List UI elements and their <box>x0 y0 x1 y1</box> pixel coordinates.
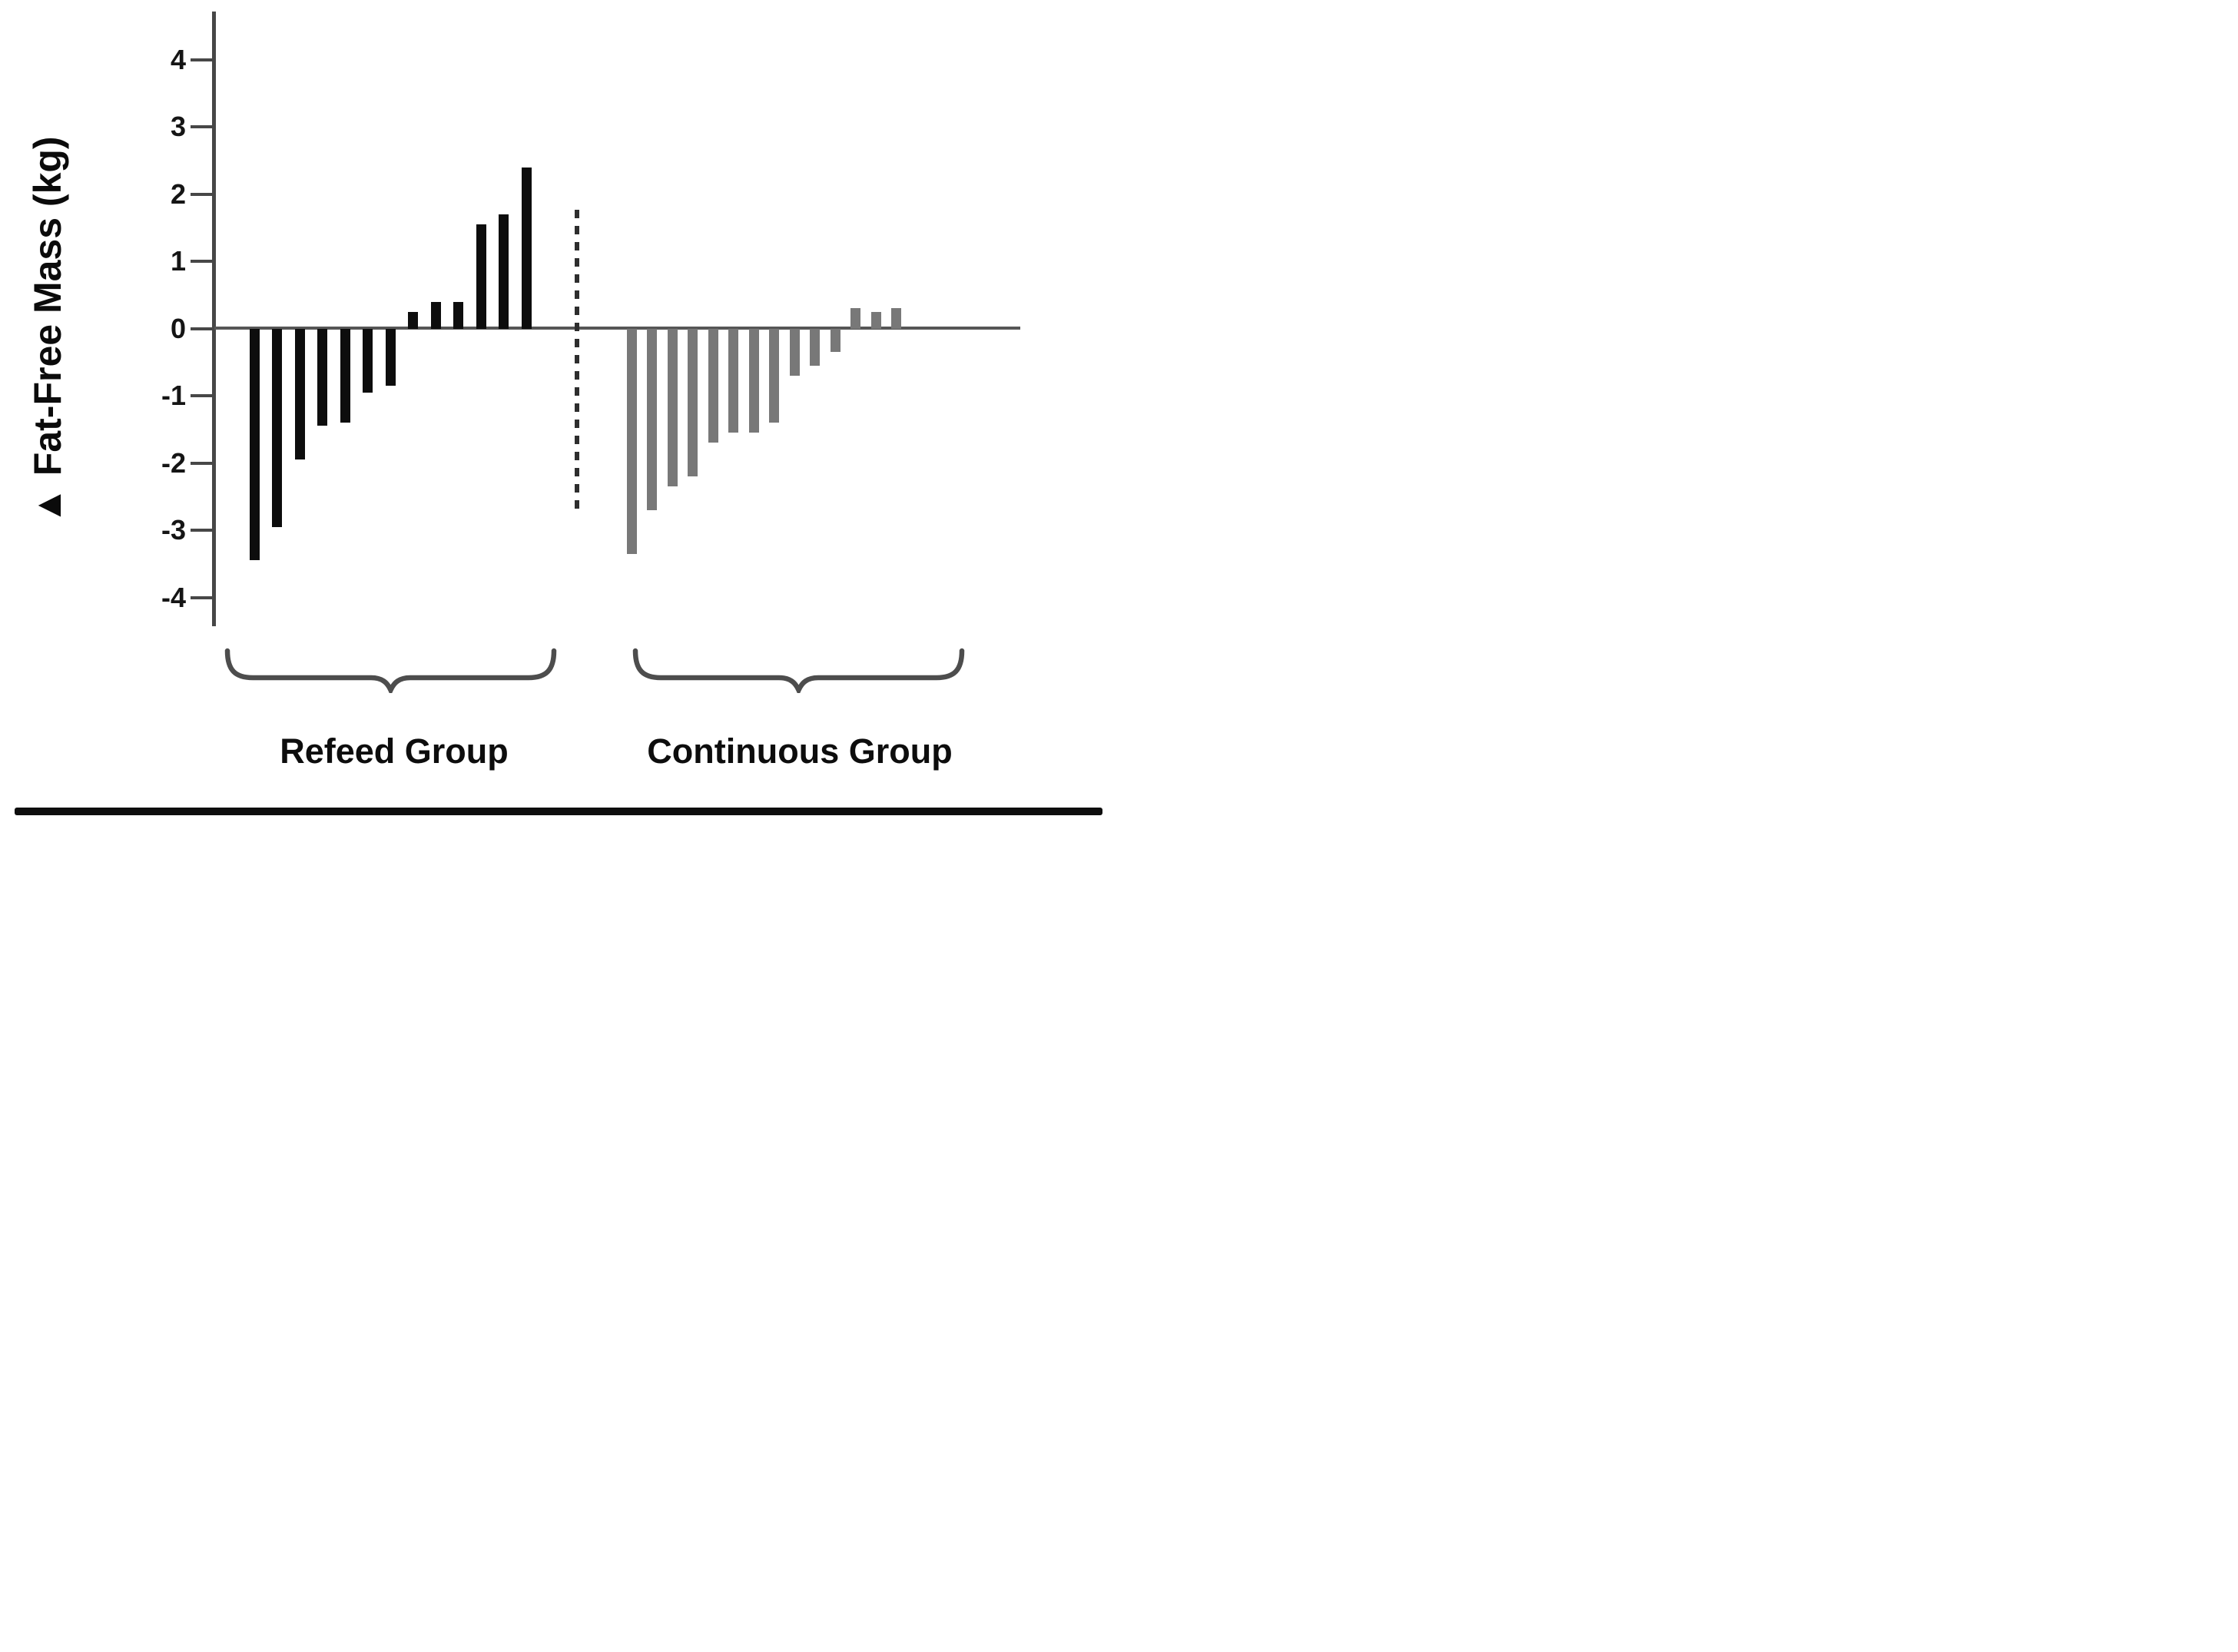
refeed-group-label: Refeed Group <box>280 731 509 771</box>
bar-refeed-group-13 <box>521 167 532 329</box>
continuous-group-brace <box>632 648 965 693</box>
y-tick-mark-3 <box>191 125 214 128</box>
y-tick-label-3: 3 <box>170 111 186 142</box>
y-tick-mark-1 <box>191 260 214 263</box>
y-axis-label: ▲ Fat-Free Mass (kg) <box>26 136 69 525</box>
group-divider-dashed-line <box>575 210 579 511</box>
y-tick-mark--2 <box>191 461 214 465</box>
y-tick-label--3: -3 <box>161 514 186 546</box>
bar-refeed-group-3 <box>294 328 305 460</box>
bar-continuous-group-2 <box>647 328 657 510</box>
bar-refeed-group-12 <box>499 214 509 329</box>
bar-continuous-group-8 <box>769 328 779 423</box>
bar-refeed-group-2 <box>272 328 282 527</box>
refeed-group-brace <box>224 648 557 693</box>
y-tick-mark-4 <box>191 58 214 61</box>
bar-refeed-group-10 <box>453 301 463 329</box>
bar-continuous-group-4 <box>688 328 698 476</box>
bar-refeed-group-5 <box>340 328 350 423</box>
bar-continuous-group-11 <box>830 328 840 353</box>
bar-continuous-group-1 <box>626 328 637 554</box>
y-tick-label-1: 1 <box>170 245 186 277</box>
bar-refeed-group-1 <box>249 328 260 561</box>
bar-continuous-group-7 <box>748 328 759 433</box>
zero-baseline <box>214 327 1020 330</box>
y-tick-label-0: 0 <box>170 312 186 344</box>
bar-refeed-group-11 <box>476 224 486 329</box>
bar-refeed-group-8 <box>408 311 418 329</box>
bar-continuous-group-12 <box>850 308 860 329</box>
bar-continuous-group-14 <box>891 308 901 329</box>
y-tick-label--2: -2 <box>161 446 186 479</box>
continuous-group-label: Continuous Group <box>647 731 953 771</box>
bar-continuous-group-13 <box>870 311 881 329</box>
bar-refeed-group-6 <box>363 328 373 393</box>
y-tick-mark--4 <box>191 595 214 599</box>
bar-refeed-group-7 <box>385 328 396 386</box>
bar-continuous-group-6 <box>728 328 738 433</box>
y-tick-mark--3 <box>191 529 214 532</box>
fat-free-mass-change-chart: ▲ Fat-Free Mass (kg) 4 3 2 1 0 -1 -2 -3 -4 Refee… <box>0 0 1119 826</box>
bar-refeed-group-4 <box>317 328 327 426</box>
y-tick-mark-2 <box>191 192 214 196</box>
y-tick-label-4: 4 <box>170 43 186 75</box>
bar-continuous-group-3 <box>667 328 678 487</box>
y-axis-line <box>212 12 216 626</box>
bar-refeed-group-9 <box>430 301 441 329</box>
bar-continuous-group-9 <box>789 328 800 376</box>
y-tick-mark--1 <box>191 394 214 397</box>
y-tick-label--1: -1 <box>161 380 186 411</box>
bar-continuous-group-10 <box>810 328 820 366</box>
y-tick-label-2: 2 <box>170 177 186 210</box>
bottom-rule <box>15 808 1102 815</box>
y-tick-label--4: -4 <box>161 581 186 613</box>
bar-continuous-group-5 <box>708 328 718 443</box>
y-tick-mark-0 <box>191 327 214 330</box>
